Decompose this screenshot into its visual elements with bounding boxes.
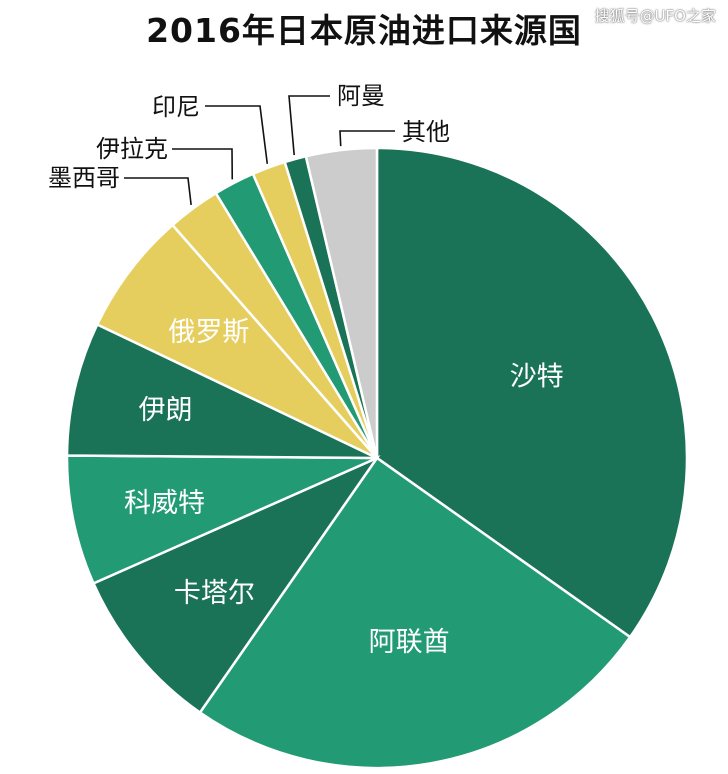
leader-lines: [124, 95, 395, 206]
slice-label-4: 伊朗: [139, 395, 193, 426]
slice-label-2: 卡塔尔: [174, 578, 255, 609]
slice-label-10: 其他: [402, 118, 450, 146]
leader-line-8: [205, 105, 269, 164]
slice-label-0: 沙特: [510, 361, 564, 392]
leader-line-9: [288, 95, 330, 156]
slice-2: [91, 455, 381, 715]
watermark: 搜狐号@UFO之家: [594, 7, 716, 25]
leader-line-10: [339, 130, 395, 147]
slice-4: [65, 322, 378, 460]
chart-title: 2016年日本原油进口来源国: [146, 11, 582, 50]
slice-label-9: 阿曼: [337, 82, 385, 110]
leader-line-7: [172, 148, 234, 180]
slice-10: [304, 146, 379, 459]
pie-slices: [65, 146, 689, 770]
slice-5: [95, 223, 378, 460]
slice-label-6: 墨西哥: [48, 164, 120, 192]
slice-3: [65, 454, 378, 586]
slice-label-1: 阿联酋: [369, 627, 450, 658]
slice-label-3: 科威特: [124, 488, 205, 519]
slice-label-7: 伊拉克: [96, 135, 168, 163]
slice-1: [198, 456, 632, 770]
slice-label-5: 俄罗斯: [168, 317, 249, 348]
leader-line-6: [124, 177, 192, 206]
slice-0: [375, 146, 689, 639]
slice-label-8: 印尼: [152, 93, 200, 121]
